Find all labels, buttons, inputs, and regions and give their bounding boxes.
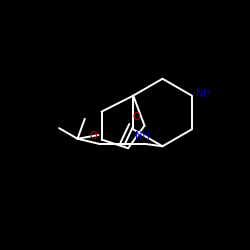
Text: O: O [89, 131, 97, 141]
Text: NH: NH [196, 90, 211, 99]
Text: O: O [132, 112, 140, 122]
Text: NH: NH [135, 131, 150, 141]
